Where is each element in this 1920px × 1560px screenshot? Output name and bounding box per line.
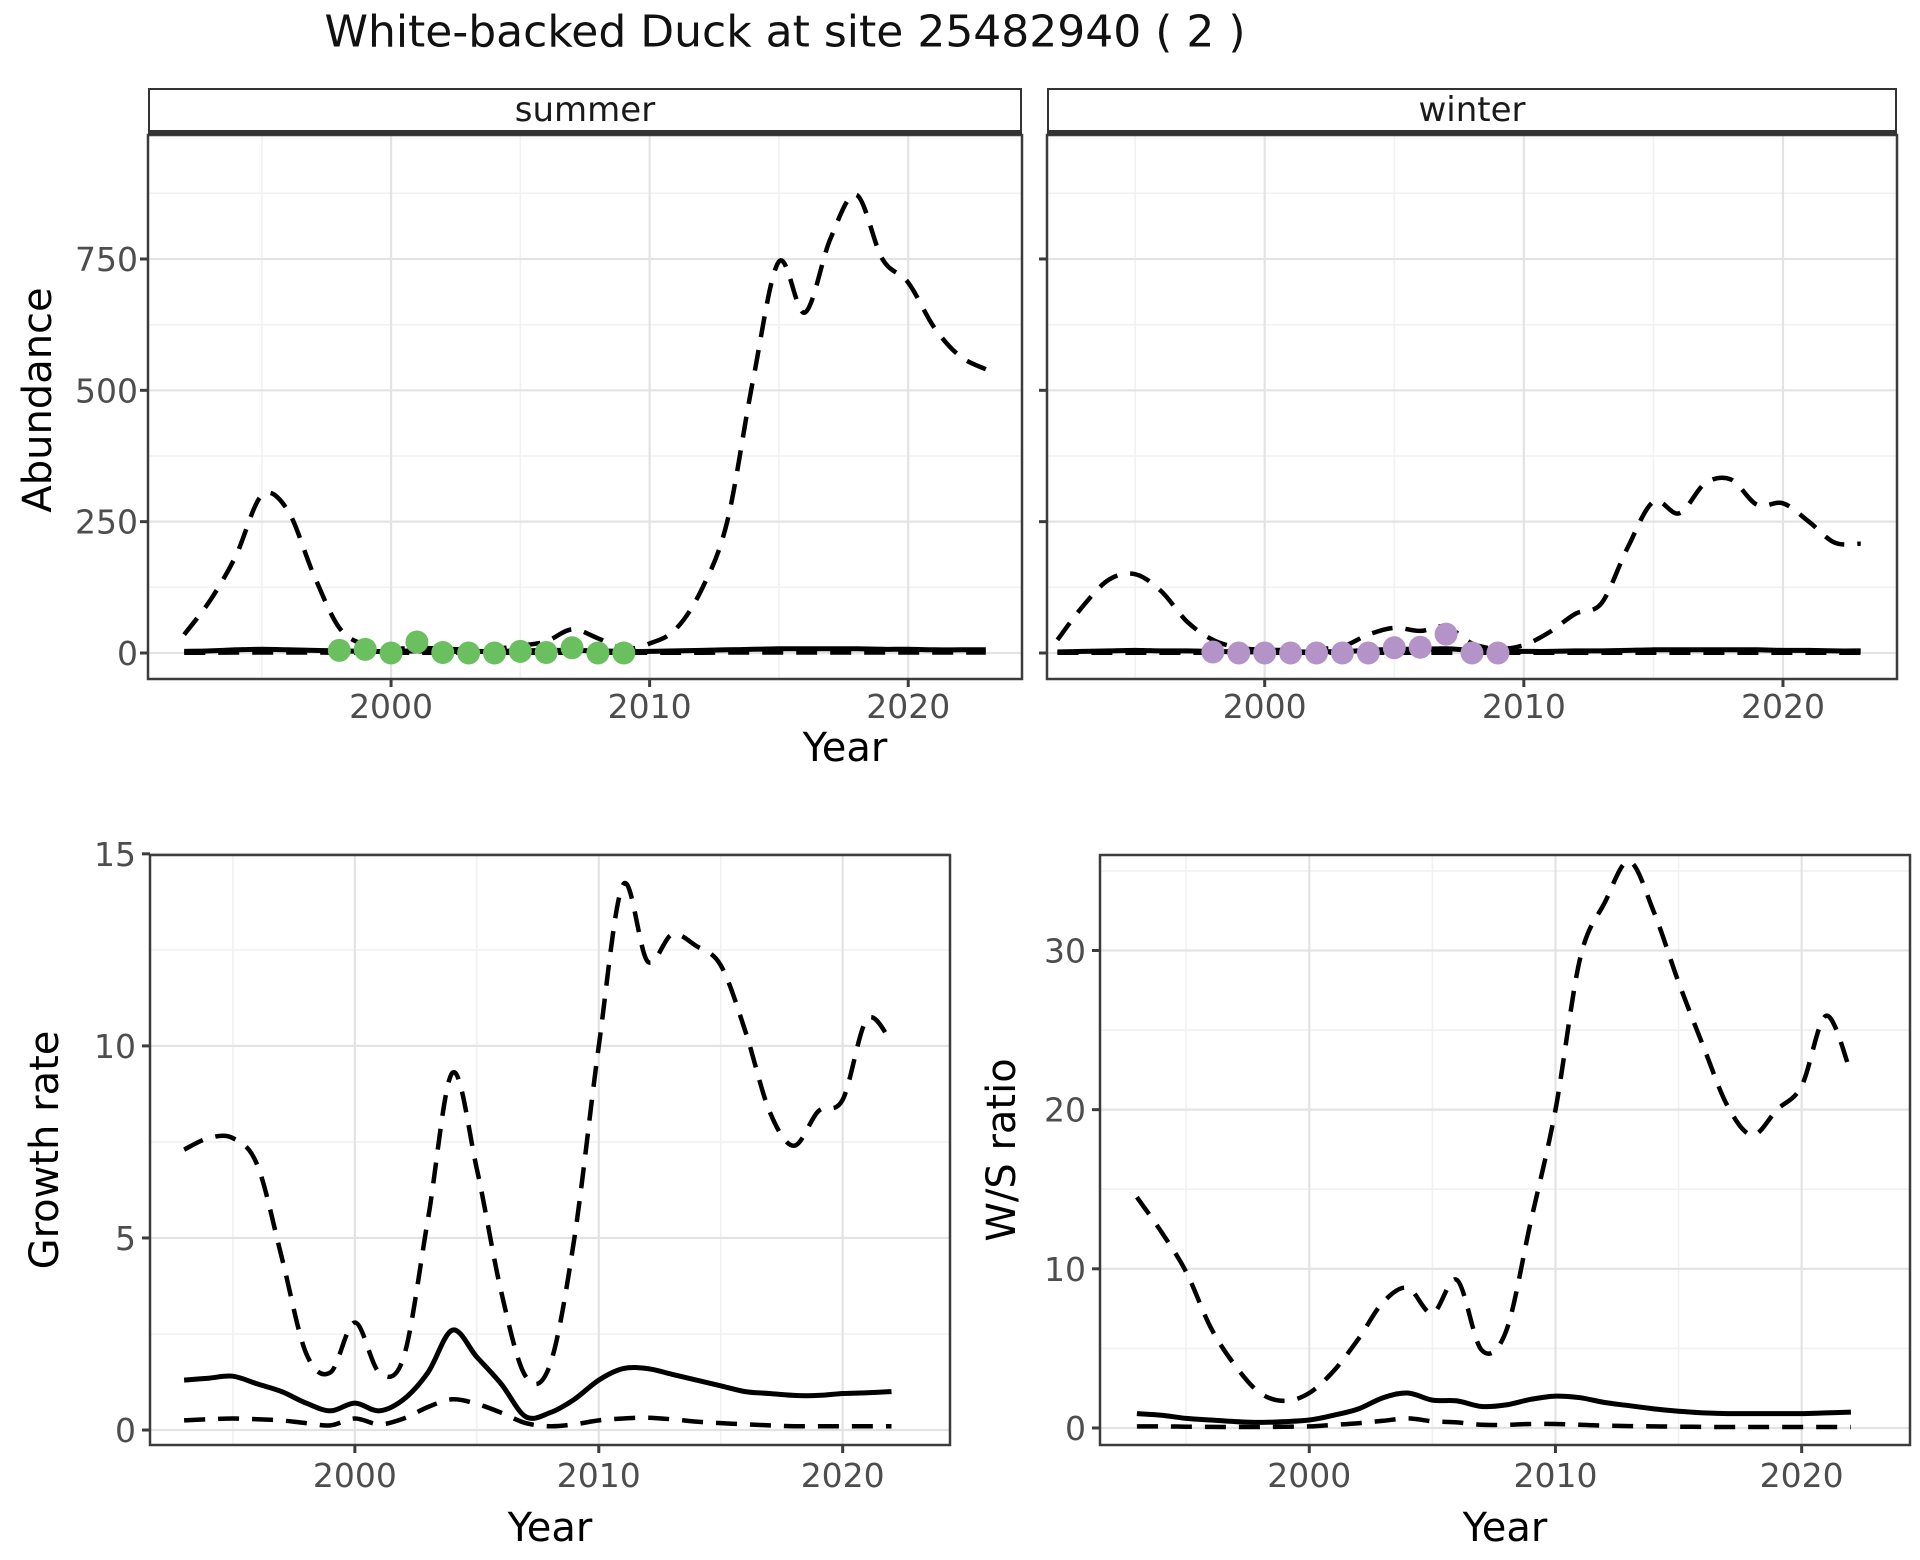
bottom-left-year-axis-title: Year — [507, 1505, 593, 1551]
facet-strip-winter: winter — [1047, 88, 1897, 135]
x-axis-tick-label: 2000 — [349, 687, 433, 726]
abundance-axis-title: Abundance — [15, 287, 61, 513]
y-axis-tick-label: 10 — [94, 1027, 136, 1066]
y-axis-tick-label: 15 — [94, 835, 136, 874]
observed_winter_counts-point — [1382, 636, 1406, 660]
observed_summer_counts-point — [327, 638, 351, 662]
abundance_winter-panel-background — [1047, 135, 1897, 679]
y-axis-tick-label: 500 — [75, 371, 138, 410]
x-axis-tick-label: 2000 — [1267, 1456, 1351, 1495]
y-axis-tick-label: 0 — [1065, 1409, 1086, 1448]
observed_winter_counts-point — [1460, 641, 1484, 665]
ws_ratio-lower_ci-line — [1136, 1416, 1851, 1430]
facet-strip-winter-label: winter — [1418, 90, 1526, 130]
observed_summer_counts-point — [612, 641, 636, 665]
ws-ratio-axis-title: W/S ratio — [979, 1058, 1025, 1242]
y-axis-tick-label: 750 — [75, 240, 138, 279]
x-axis-tick-label: 2010 — [1482, 687, 1566, 726]
x-axis-tick-label: 2000 — [1223, 687, 1307, 726]
observed_summer_counts-point — [379, 641, 403, 665]
observed_winter_counts-point — [1201, 640, 1225, 664]
y-axis-tick-label: 250 — [75, 503, 138, 542]
x-axis-tick-label: 2020 — [801, 1456, 885, 1495]
observed_winter_counts-point — [1253, 641, 1277, 665]
abundance_summer-panel-background — [148, 135, 1022, 679]
observed_summer_counts-point — [405, 630, 429, 654]
observed_winter_counts-point — [1486, 641, 1510, 665]
figure-title: White-backed Duck at site 25482940 ( 2 ) — [324, 6, 1246, 58]
observed_summer_counts-point — [482, 641, 506, 665]
abundance_summer-upper_ci-line — [182, 192, 987, 652]
observed_winter_counts-point — [1279, 641, 1303, 665]
x-axis-tick-label: 2010 — [1513, 1456, 1597, 1495]
observed_summer_counts-point — [560, 636, 584, 660]
observed_summer_counts-point — [457, 641, 481, 665]
observed_winter_counts-point — [1434, 622, 1458, 646]
y-axis-tick-label: 20 — [1044, 1091, 1086, 1130]
ws_ratio-panel-background — [1100, 855, 1910, 1445]
x-axis-tick-label: 2020 — [1741, 687, 1825, 726]
growth_rate-lower_ci-line — [183, 1397, 892, 1429]
abundance_winter-mean-line — [1057, 646, 1861, 655]
growth_rate-panel-background — [150, 855, 950, 1445]
facet-strip-summer: summer — [148, 88, 1022, 135]
abundance_winter-upper_ci-line — [1055, 475, 1861, 653]
y-axis-tick-label: 30 — [1044, 931, 1086, 970]
y-axis-tick-label: 10 — [1044, 1250, 1086, 1289]
observed_summer_counts-point — [353, 637, 377, 661]
ws_ratio-panel-border — [1098, 853, 1912, 1447]
observed_summer_counts-point — [431, 640, 455, 664]
x-axis-tick-label: 2000 — [313, 1456, 397, 1495]
observed_winter_counts-point — [1305, 641, 1329, 665]
observed_winter_counts-point — [1408, 635, 1432, 659]
observed_winter_counts-point — [1227, 641, 1251, 665]
growth-rate-axis-title: Growth rate — [22, 1030, 68, 1270]
facet-strip-summer-label: summer — [514, 90, 656, 130]
y-axis-tick-label: 0 — [115, 1411, 136, 1450]
observed_winter_counts-point — [1330, 641, 1354, 665]
top-year-axis-title: Year — [802, 725, 888, 771]
abundance_winter-panel-border — [1045, 133, 1899, 681]
x-axis-tick-label: 2020 — [866, 687, 950, 726]
bottom-right-year-axis-title: Year — [1462, 1505, 1548, 1551]
observed_winter_counts-point — [1356, 641, 1380, 665]
y-axis-tick-label: 5 — [115, 1219, 136, 1258]
growth_rate-mean-line — [183, 1327, 892, 1421]
abundance_summer-panel-border — [146, 133, 1024, 681]
x-axis-tick-label: 2010 — [608, 687, 692, 726]
x-axis-tick-label: 2020 — [1760, 1456, 1844, 1495]
growth_rate-panel-border — [148, 853, 952, 1447]
y-axis-tick-label: 0 — [117, 634, 138, 673]
observed_summer_counts-point — [586, 641, 610, 665]
abundance_summer-mean-line — [184, 646, 986, 654]
observed_summer_counts-point — [508, 639, 532, 663]
ws_ratio-mean-line — [1136, 1390, 1851, 1425]
x-axis-tick-label: 2010 — [557, 1456, 641, 1495]
growth_rate-upper_ci-line — [183, 880, 894, 1387]
observed_summer_counts-point — [534, 640, 558, 664]
